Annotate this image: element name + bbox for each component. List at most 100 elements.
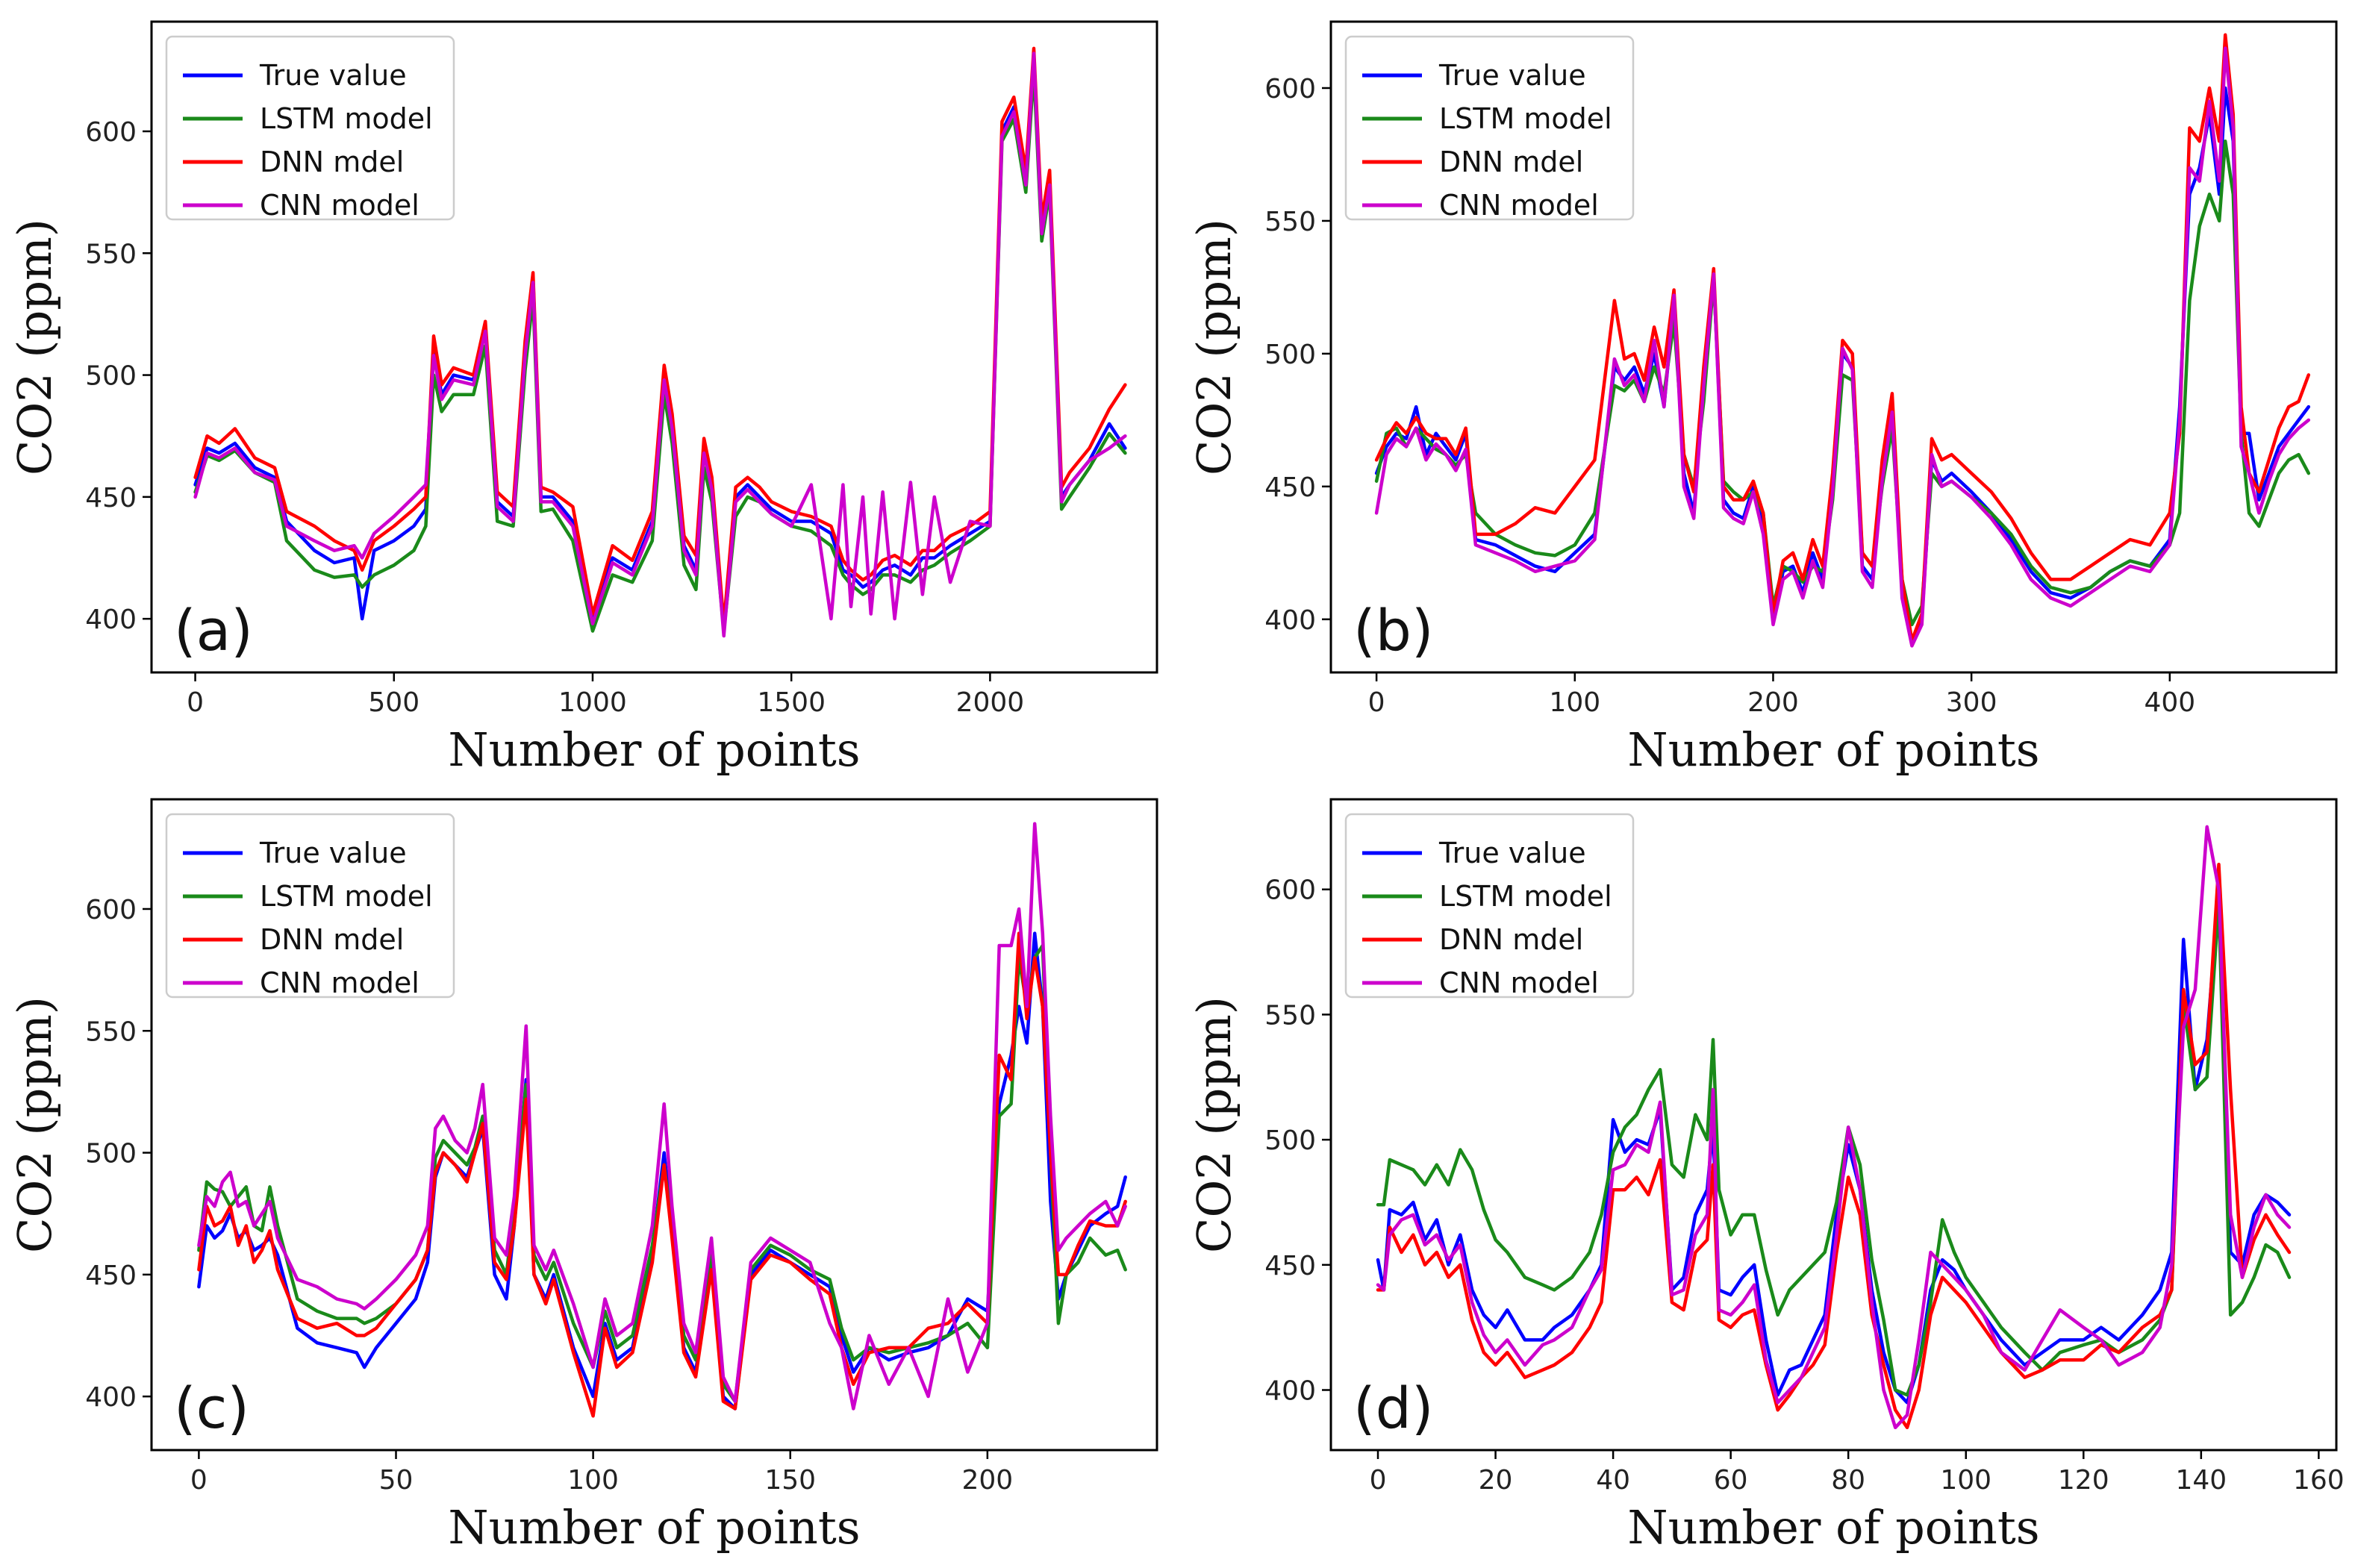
series-line-cnn-model <box>1374 46 2311 648</box>
series-line-true-value <box>1376 887 2292 1405</box>
legend: True value LSTM model DNN mdel CNN model <box>1344 35 1635 222</box>
y-tick-label: 450 <box>85 1261 137 1291</box>
legend-label: DNN mdel <box>1439 146 1583 178</box>
y-tick-label: 500 <box>1264 340 1316 370</box>
plot-frame <box>1329 20 2338 674</box>
panel-a: 0 500 1000 1500 2000 400 450 500 550 600 Number of… <box>7 20 1158 777</box>
panel-label: (a) <box>174 597 253 663</box>
y-tick-label: 400 <box>1264 605 1316 636</box>
legend-box <box>165 813 455 999</box>
legend-label: CNN model <box>260 189 419 222</box>
legend-label: CNN model <box>260 966 419 999</box>
y-tick-label: 500 <box>85 1139 137 1169</box>
x-tick-label: 400 <box>2144 687 2195 718</box>
x-tick-label: 80 <box>1831 1465 1865 1496</box>
x-axis-title: Number of points <box>1627 1500 2039 1555</box>
series-line-cnn-model <box>197 822 1127 1411</box>
legend-label: LSTM model <box>260 102 433 135</box>
series-group <box>1374 33 2311 648</box>
x-tick-label: 0 <box>187 687 204 718</box>
y-axis-title: CO2 (ppm) <box>7 219 62 475</box>
plot-frame <box>150 798 1158 1452</box>
y-tick-label: 400 <box>85 1382 137 1413</box>
x-tick-label: 50 <box>379 1465 414 1496</box>
series-line-dnn-mdel <box>1374 33 2311 643</box>
x-tick-label: 0 <box>1370 1465 1387 1496</box>
legend-label: True value <box>259 837 407 869</box>
legend-box <box>1344 35 1635 221</box>
y-tick-label: 550 <box>85 1016 137 1047</box>
y-tick-label: 600 <box>1264 875 1316 906</box>
legend: True value LSTM model DNN mdel CNN model <box>165 813 455 999</box>
x-tick-label: 120 <box>2058 1465 2109 1496</box>
x-tick-label: 20 <box>1479 1465 1513 1496</box>
legend-label: DNN mdel <box>1439 923 1583 956</box>
x-axis-title: Number of points <box>448 1500 860 1555</box>
y-tick-label: 600 <box>85 895 137 925</box>
x-tick-label: 2000 <box>956 687 1025 718</box>
x-tick-label: 40 <box>1596 1465 1630 1496</box>
legend-label: DNN mdel <box>260 923 404 956</box>
x-axis-title: Number of points <box>1627 722 2039 777</box>
legend-label: LSTM model <box>1439 880 1612 913</box>
series-line-true-value <box>197 931 1127 1411</box>
x-tick-label: 0 <box>190 1465 208 1496</box>
series-line-true-value <box>193 56 1127 633</box>
y-axis-title: CO2 (ppm) <box>1187 219 1241 475</box>
y-tick-label: 500 <box>85 361 137 392</box>
legend-label: True value <box>259 59 407 92</box>
series-line-dnn-mdel <box>193 46 1127 625</box>
y-tick-label: 450 <box>1264 1251 1316 1281</box>
panel-b: 0 100 200 300 400 400 450 500 550 600 Number of po… <box>1187 20 2338 777</box>
x-tick-label: 140 <box>2175 1465 2227 1496</box>
y-tick-label: 450 <box>1264 472 1316 503</box>
legend-label: LSTM model <box>1439 102 1612 135</box>
plot-frame <box>1329 798 2338 1452</box>
series-line-dnn-mdel <box>197 931 1127 1418</box>
series-line-lstm-model <box>197 943 1127 1403</box>
legend-label: CNN model <box>1439 189 1599 222</box>
series-group <box>197 822 1127 1418</box>
legend: True value LSTM model DNN mdel CNN model <box>165 35 455 222</box>
x-tick-label: 60 <box>1714 1465 1748 1496</box>
y-tick-label: 500 <box>1264 1125 1316 1156</box>
x-tick-label: 100 <box>567 1465 619 1496</box>
plot-frame <box>150 20 1158 674</box>
panel-d: 0 20 40 60 80 100 120 140 160 400 450 500 550 600 Numb… <box>1187 798 2345 1555</box>
x-tick-label: 200 <box>1747 687 1799 718</box>
series-line-cnn-model <box>1376 825 2292 1430</box>
y-tick-label: 550 <box>85 239 137 269</box>
legend-label: CNN model <box>1439 966 1599 999</box>
y-tick-label: 550 <box>1264 1000 1316 1031</box>
series-group <box>193 46 1127 638</box>
x-tick-label: 160 <box>2293 1465 2345 1496</box>
y-tick-label: 400 <box>85 605 137 635</box>
series-line-lstm-model <box>193 69 1127 633</box>
legend: True value LSTM model DNN mdel CNN model <box>1344 813 1635 999</box>
y-tick-label: 600 <box>1264 74 1316 104</box>
panel-label: (c) <box>174 1375 249 1441</box>
legend-label: True value <box>1438 837 1586 869</box>
y-axis-title: CO2 (ppm) <box>7 996 62 1253</box>
series-line-lstm-model <box>1376 900 2292 1397</box>
x-tick-label: 500 <box>368 687 419 718</box>
x-tick-label: 1500 <box>757 687 826 718</box>
y-tick-label: 400 <box>1264 1376 1316 1407</box>
x-tick-label: 300 <box>1946 687 1997 718</box>
x-tick-label: 150 <box>764 1465 816 1496</box>
panel-label: (d) <box>1353 1375 1434 1441</box>
x-tick-label: 100 <box>1940 1465 1991 1496</box>
y-axis-title: CO2 (ppm) <box>1187 996 1241 1253</box>
x-tick-label: 1000 <box>558 687 627 718</box>
y-tick-label: 550 <box>1264 207 1316 237</box>
x-tick-label: 100 <box>1549 687 1600 718</box>
y-tick-label: 450 <box>85 483 137 513</box>
x-tick-label: 200 <box>961 1465 1013 1496</box>
series-group <box>1376 825 2292 1430</box>
series-line-cnn-model <box>193 51 1127 638</box>
x-tick-label: 0 <box>1368 687 1385 718</box>
legend-box <box>165 35 455 221</box>
y-tick-label: 600 <box>85 117 137 148</box>
legend-label: LSTM model <box>260 880 433 913</box>
